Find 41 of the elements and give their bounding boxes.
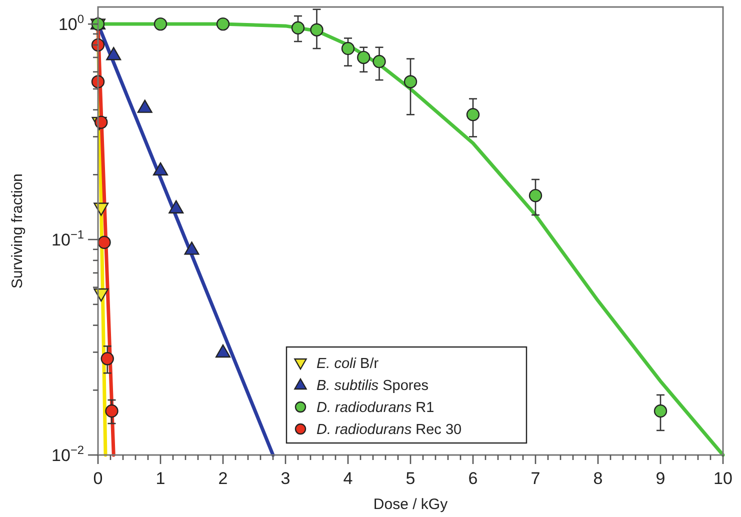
y-tick-label: 10$^{−1}$ xyxy=(52,227,84,250)
x-tick-label: 7 xyxy=(530,469,540,488)
x-tick-label: 8 xyxy=(593,469,603,488)
legend-label: D. radiodurans Rec 30 xyxy=(316,422,462,438)
x-tick-label: 6 xyxy=(468,469,478,488)
x-tick-label: 9 xyxy=(656,469,666,488)
point xyxy=(94,202,109,216)
y-axis-title: Surviving fraction xyxy=(9,173,26,289)
point xyxy=(341,42,355,56)
point xyxy=(184,242,200,255)
point xyxy=(168,200,184,214)
point xyxy=(528,188,542,202)
x-tick-label: 0 xyxy=(93,469,103,488)
point xyxy=(137,100,152,113)
point xyxy=(100,352,114,366)
point xyxy=(310,23,324,36)
x-tick-label: 2 xyxy=(218,469,228,488)
y-tick-label: 10$^{0}$ xyxy=(58,12,84,34)
point xyxy=(216,17,230,31)
point xyxy=(466,108,480,122)
point xyxy=(106,47,122,60)
y-tick-label: 10$^{−2}$ xyxy=(52,442,84,465)
point xyxy=(357,50,370,64)
point xyxy=(154,17,168,31)
x-tick-label: 5 xyxy=(406,469,416,488)
x-axis-title: Dose / kGy xyxy=(373,496,448,513)
legend-label: D. radiodurans R1 xyxy=(316,400,434,416)
x-tick-label: 3 xyxy=(280,469,290,488)
point xyxy=(291,21,305,34)
x-tick-label: 4 xyxy=(343,469,353,488)
x-tick-label: 10 xyxy=(714,469,732,488)
legend-label: E. coli B/r xyxy=(316,356,379,372)
point xyxy=(404,75,418,88)
legend-label: B. subtilis Spores xyxy=(316,378,429,394)
point xyxy=(105,404,118,418)
point xyxy=(654,404,668,418)
point xyxy=(98,236,111,249)
point xyxy=(153,162,168,176)
point xyxy=(372,54,386,68)
x-tick-label: 1 xyxy=(156,469,166,488)
point xyxy=(216,344,230,358)
